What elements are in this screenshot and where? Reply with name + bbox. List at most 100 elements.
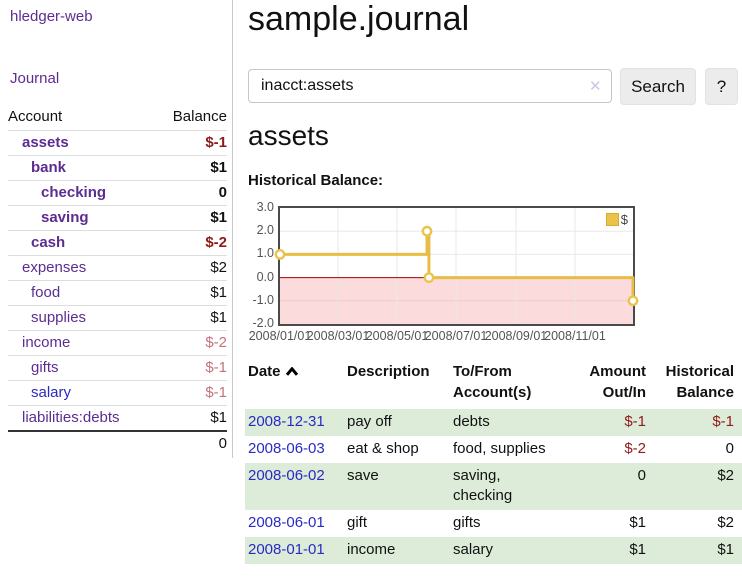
transaction-description: eat & shop [347, 440, 419, 458]
transaction-description: gift [347, 514, 368, 532]
account-row-cash: cash $-2 [8, 230, 227, 255]
date-column-header[interactable]: Date [245, 362, 344, 409]
x-tick-label: 2008/09/01 [484, 329, 548, 343]
transaction-amount: 0 [637, 466, 646, 484]
account-balance: $1 [210, 159, 227, 176]
amount-column-header: Amount Out/In [589, 363, 646, 401]
account-link[interactable]: gifts [31, 359, 59, 376]
x-tick-label: 2008/03/01 [306, 329, 370, 343]
x-tick-label: 2008/05/01 [365, 329, 429, 343]
clear-search-icon[interactable]: ✕ [589, 78, 602, 95]
transaction-balance: $1 [717, 540, 734, 558]
legend-label: $ [620, 212, 628, 227]
transaction-date-link[interactable]: 2008-12-31 [248, 413, 325, 431]
account-row-gifts: gifts $-1 [8, 355, 227, 380]
balance-column-header: Balance [172, 108, 227, 125]
transaction-date-link[interactable]: 2008-06-02 [248, 466, 325, 484]
search-button[interactable]: Search [620, 68, 696, 105]
register-row: 2008-06-03 eat & shop food, supplies $-2… [245, 436, 742, 463]
account-tree-header: Account Balance [8, 106, 227, 130]
balance-column-header: Historical Balance [665, 363, 734, 401]
account-row-expenses: expenses $2 [8, 255, 227, 280]
y-tick-label: -1.0 [252, 292, 274, 307]
account-tree: Account Balance assets $-1 bank $1 check… [8, 106, 227, 455]
chart-title: Historical Balance: [248, 172, 384, 189]
transaction-amount: $1 [629, 540, 646, 558]
register-row: 2008-06-01 gift gifts $1 $2 [245, 510, 742, 537]
account-row-income: income $-2 [8, 330, 227, 355]
account-balance: $-2 [205, 234, 227, 251]
register-row: 2008-06-02 save saving, checking 0 $2 [245, 462, 742, 511]
account-balance: $1 [210, 309, 227, 326]
transaction-date-link[interactable]: 2008-01-01 [248, 540, 325, 558]
sidebar-item-journal[interactable]: Journal [10, 70, 60, 87]
search-input[interactable] [248, 69, 612, 103]
page-title: sample.journal [248, 0, 470, 38]
y-tick-label: 0.0 [256, 269, 274, 284]
account-link[interactable]: cash [31, 234, 66, 251]
sidebar: hledger-web Journal Account Balance asse… [0, 0, 233, 458]
account-balance: $-1 [205, 384, 227, 401]
help-button[interactable]: ? [705, 68, 738, 105]
description-column-header: Description [347, 363, 430, 380]
y-tick-label: 2.0 [256, 223, 274, 238]
account-row-checking: checking 0 [8, 180, 227, 205]
account-row-liabilities-debts: liabilities:debts $1 [8, 405, 227, 430]
account-link[interactable]: bank [31, 159, 67, 176]
account-link[interactable]: expenses [22, 259, 87, 276]
transaction-accounts: salary [453, 540, 494, 558]
historical-balance-chart: 3.0 2.0 1.0 0.0 -1.0 -2.0 $ 2008/01/01 2008/03… [248, 199, 668, 354]
register-header-row: Date Description To/From Account(s) Amou… [245, 362, 742, 409]
account-balance: $-1 [205, 359, 227, 376]
y-tick-label: -2.0 [252, 316, 274, 330]
accounts-total-value: 0 [218, 435, 227, 452]
sort-ascending-icon [285, 366, 298, 376]
transaction-date-link[interactable]: 2008-06-03 [248, 440, 325, 458]
account-link[interactable]: salary [31, 384, 72, 401]
account-row-saving: saving $1 [8, 205, 227, 230]
register-row: 2008-12-31 pay off debts $-1 $-1 [245, 409, 742, 437]
y-tick-label: 3.0 [256, 200, 274, 214]
transaction-balance: $2 [717, 514, 734, 532]
account-row-assets: assets $-1 [8, 130, 227, 155]
transaction-accounts: gifts [453, 514, 481, 532]
x-tick-label: 2008/11/01 [544, 329, 606, 343]
transaction-date-link[interactable]: 2008-06-01 [248, 514, 325, 532]
account-row-food: food $1 [8, 280, 227, 305]
account-link[interactable]: checking [41, 184, 107, 201]
transaction-amount: $-2 [624, 440, 646, 458]
chart-plot-area[interactable]: $ [274, 206, 639, 326]
account-heading: assets [248, 120, 329, 151]
transaction-balance: 0 [725, 440, 734, 458]
account-link[interactable]: supplies [31, 309, 87, 326]
account-link[interactable]: food [31, 284, 61, 301]
account-row-salary: salary $-1 [8, 380, 227, 405]
account-link[interactable]: liabilities:debts [22, 409, 120, 426]
account-balance: $1 [210, 209, 227, 226]
transaction-amount: $1 [629, 514, 646, 532]
x-tick-label: 2008/01/01 [248, 329, 312, 343]
y-tick-label: 1.0 [256, 246, 274, 261]
account-balance: $-2 [205, 334, 227, 351]
account-balance: $2 [210, 259, 227, 276]
accounts-column-header: To/From Account(s) [453, 363, 532, 401]
account-link[interactable]: income [22, 334, 71, 351]
transaction-balance: $2 [717, 466, 734, 484]
account-column-header: Account [8, 108, 63, 125]
account-balance: 0 [218, 184, 227, 201]
account-row-supplies: supplies $1 [8, 305, 227, 330]
accounts-total-row: 0 [8, 430, 227, 455]
account-link[interactable]: saving [41, 209, 89, 226]
transaction-balance: $-1 [712, 413, 734, 431]
transaction-amount: $-1 [624, 413, 646, 431]
register-row: 2008-01-01 income salary $1 $1 [245, 536, 742, 564]
transaction-accounts: debts [453, 413, 490, 431]
transaction-description: pay off [347, 413, 392, 431]
register-table: Date Description To/From Account(s) Amou… [245, 362, 742, 564]
account-balance: $-1 [205, 134, 227, 151]
account-link[interactable]: assets [22, 134, 69, 151]
account-balance: $1 [210, 284, 227, 301]
account-balance: $1 [210, 409, 227, 426]
app-brand-link[interactable]: hledger-web [10, 8, 93, 25]
